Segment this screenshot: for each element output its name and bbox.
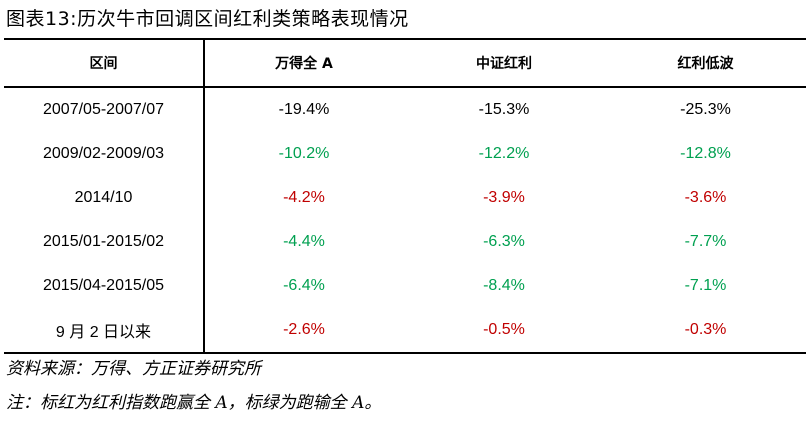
header-dividend-low-vol: 红利低波 bbox=[605, 38, 806, 88]
table-row: 9 月 2 日以来 -2.6% -0.5% -0.3% bbox=[4, 308, 806, 354]
table-row: 2014/10 -4.2% -3.9% -3.6% bbox=[4, 176, 806, 220]
wind-all-a-cell: -2.6% bbox=[204, 308, 403, 354]
period-cell: 2007/05-2007/07 bbox=[4, 87, 205, 132]
table-row: 2007/05-2007/07 -19.4% -15.3% -25.3% bbox=[4, 87, 806, 132]
header-period: 区间 bbox=[4, 38, 205, 88]
period-cell: 2014/10 bbox=[4, 176, 205, 220]
csi-dividend-cell: -6.3% bbox=[483, 233, 525, 250]
header-csi-dividend: 中证红利 bbox=[403, 38, 605, 88]
performance-table: 区间 万得全 A 中证红利 红利低波 2007/05-2007/07 -19.4… bbox=[4, 38, 806, 354]
figure-title: 图表13:历次牛市回调区间红利类策略表现情况 bbox=[6, 8, 409, 30]
color-legend-note: 注：标红为红利指数跑赢全 A，标绿为跑输全 A。 bbox=[6, 393, 382, 413]
wind-all-a-cell: -10.2% bbox=[278, 145, 330, 162]
period-cell: 9 月 2 日以来 bbox=[4, 308, 205, 354]
dividend-low-vol-cell: -3.6% bbox=[684, 189, 727, 206]
wind-all-a-cell: -6.4% bbox=[283, 277, 325, 294]
csi-dividend-cell: -12.2% bbox=[478, 145, 530, 162]
dividend-low-vol-cell: -7.7% bbox=[684, 233, 727, 250]
performance-table-container: 区间 万得全 A 中证红利 红利低波 2007/05-2007/07 -19.4… bbox=[4, 38, 806, 354]
dividend-low-vol-cell: -7.1% bbox=[684, 277, 727, 294]
table-row: 2015/04-2015/05 -6.4% -8.4% -7.1% bbox=[4, 264, 806, 308]
csi-dividend-cell: -3.9% bbox=[483, 189, 525, 206]
dividend-low-vol-cell: -0.3% bbox=[605, 308, 806, 354]
csi-dividend-cell: -8.4% bbox=[483, 277, 525, 294]
csi-dividend-cell: -0.5% bbox=[403, 308, 605, 354]
wind-all-a-cell: -19.4% bbox=[278, 101, 330, 118]
period-cell: 2015/04-2015/05 bbox=[4, 264, 205, 308]
source-note: 资料来源：万得、方正证券研究所 bbox=[6, 359, 261, 379]
period-cell: 2015/01-2015/02 bbox=[4, 220, 205, 264]
table-header-row: 区间 万得全 A 中证红利 红利低波 bbox=[4, 38, 806, 88]
csi-dividend-cell: -15.3% bbox=[478, 101, 530, 118]
wind-all-a-cell: -4.2% bbox=[283, 189, 325, 206]
table-row: 2015/01-2015/02 -4.4% -6.3% -7.7% bbox=[4, 220, 806, 264]
dividend-low-vol-cell: -25.3% bbox=[680, 101, 731, 118]
dividend-low-vol-cell: -12.8% bbox=[680, 145, 731, 162]
header-wind-all-a: 万得全 A bbox=[204, 38, 403, 88]
period-cell: 2009/02-2009/03 bbox=[4, 132, 205, 176]
table-row: 2009/02-2009/03 -10.2% -12.2% -12.8% bbox=[4, 132, 806, 176]
wind-all-a-cell: -4.4% bbox=[283, 233, 325, 250]
